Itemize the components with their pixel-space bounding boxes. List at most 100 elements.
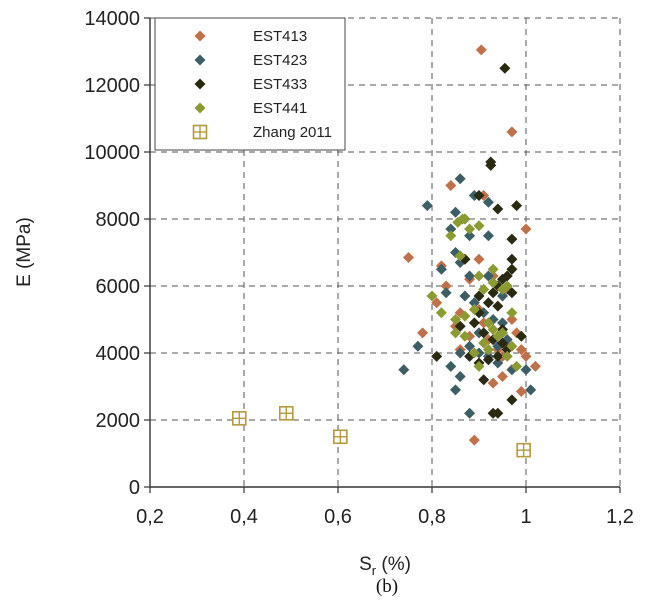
data-point: [501, 280, 513, 292]
data-point: [487, 377, 499, 389]
data-point: [398, 364, 410, 376]
x-tick-label: 1: [520, 506, 531, 528]
legend-label: EST441: [253, 100, 307, 117]
data-point: [464, 270, 476, 282]
data-point: [515, 386, 527, 398]
data-point: [492, 330, 504, 342]
data-point: [520, 223, 532, 235]
data-point: [403, 252, 414, 264]
data-point: [501, 350, 513, 362]
data-point: [511, 200, 523, 212]
data-point: [473, 360, 485, 372]
data-point: [487, 287, 499, 299]
legend-label: Zhang 2011: [253, 124, 332, 141]
y-axis-label: E (MPa): [14, 217, 35, 287]
legend-label: EST423: [253, 52, 307, 69]
data-point: [492, 350, 504, 362]
data-point: [454, 250, 466, 262]
data-point: [515, 330, 527, 342]
data-point: [468, 317, 480, 329]
x-tick-label: 0,6: [324, 506, 352, 528]
y-tick-label: 2000: [96, 410, 141, 432]
data-point: [482, 317, 494, 329]
x-tick-label: 0,8: [418, 506, 446, 528]
data-point: [468, 347, 480, 359]
data-point: [412, 340, 424, 352]
data-point: [492, 357, 504, 369]
data-point: [487, 324, 499, 336]
y-tick-label: 6000: [96, 276, 141, 298]
x-axis-label-unit: (%): [376, 554, 411, 575]
data-point: [482, 354, 494, 366]
data-point: [506, 364, 518, 376]
data-point: [499, 62, 511, 74]
data-point: [497, 317, 508, 329]
data-point: [478, 283, 490, 295]
data-point: [431, 297, 443, 309]
data-point: [278, 405, 294, 421]
legend-item: Zhang 2011: [192, 124, 332, 141]
data-point: [454, 370, 466, 382]
data-point: [421, 200, 433, 212]
data-point: [478, 337, 490, 349]
legend-marker: [194, 30, 206, 42]
data-point: [459, 213, 471, 225]
legend: EST413 EST423 EST433 EST441 Zhang 2011: [154, 17, 346, 151]
data-point: [454, 347, 466, 359]
legend-label: EST413: [253, 28, 307, 45]
data-point: [445, 223, 457, 235]
data-point: [459, 310, 471, 322]
data-point: [482, 196, 494, 208]
data-point: [492, 300, 504, 312]
data-point: [431, 350, 443, 362]
data-point: [473, 220, 485, 232]
data-point: [468, 434, 480, 446]
data-point: [445, 180, 457, 191]
legend-item: EST413: [194, 28, 307, 45]
data-point: [492, 407, 504, 419]
data-point: [492, 203, 504, 215]
y-tick-label: 4000: [96, 343, 141, 365]
data-point: [529, 360, 541, 372]
x-tick-label: 0,4: [230, 506, 258, 528]
series-est423: [398, 173, 537, 419]
data-point: [450, 314, 461, 325]
figure-caption: (b): [376, 576, 398, 597]
data-point: [520, 350, 532, 362]
y-tick-label: 0: [129, 477, 140, 499]
data-point: [459, 330, 471, 342]
data-point: [445, 230, 457, 242]
data-point: [435, 263, 447, 275]
data-point: [426, 290, 438, 302]
data-point: [506, 394, 518, 406]
tick-labels: 0,2 0,4 0,6 0,8 1 1,2 0 2000 4000 6000 8000 10000 12…: [84, 8, 634, 528]
data-point: [473, 290, 485, 302]
y-tick-label: 10000: [84, 142, 140, 164]
series-est441: [426, 213, 523, 372]
x-tick-label: 1,2: [606, 506, 634, 528]
legend-label: EST433: [253, 76, 307, 93]
data-point: [473, 253, 485, 265]
data-point: [506, 263, 518, 275]
data-point: [497, 370, 508, 382]
y-tick-label: 8000: [96, 209, 141, 231]
legend-marker: [192, 124, 208, 140]
data-point: [506, 126, 518, 138]
data-point: [485, 159, 497, 171]
data-point: [459, 290, 471, 302]
x-axis-label-sub: r: [372, 563, 377, 578]
data-point: [333, 429, 348, 445]
data-point: [450, 206, 461, 218]
data-point: [464, 223, 476, 235]
data-point: [482, 270, 494, 282]
data-point: [506, 307, 518, 319]
x-axis-label-main: S: [359, 554, 372, 575]
data-point: [478, 374, 490, 386]
legend-item: EST441: [194, 100, 307, 117]
data-point: [506, 340, 518, 352]
data-point: [454, 320, 466, 332]
data-point: [475, 44, 487, 56]
data-point: [515, 344, 527, 356]
data-point: [417, 327, 429, 339]
